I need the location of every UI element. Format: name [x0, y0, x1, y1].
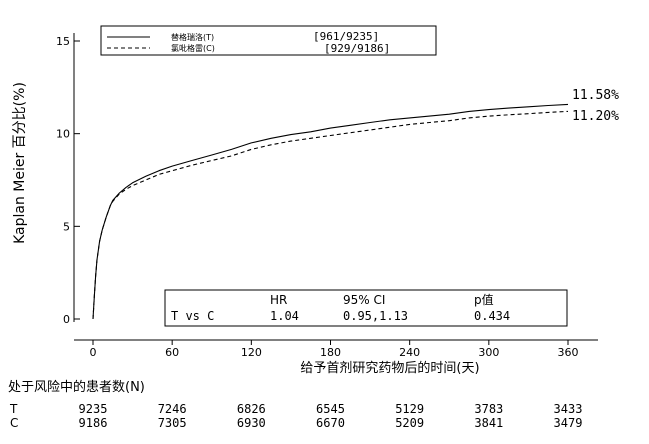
- x-tick-label: 180: [320, 346, 341, 359]
- stats-p-value: 0.434: [474, 309, 510, 323]
- risk-cell: 3479: [554, 416, 583, 430]
- risk-cell: 5129: [395, 402, 424, 416]
- x-tick-label: 120: [241, 346, 262, 359]
- risk-cell: 9186: [79, 416, 108, 430]
- legend-name-t: 替格瑞洛(T): [171, 32, 214, 42]
- risk-cell: 7305: [158, 416, 187, 430]
- risk-table: T 9235 7246 6826 6545 5129 3783 3433 C 9186 7305 69…: [9, 402, 582, 430]
- y-axis-label: Kaplan Meier 百分比(%): [12, 82, 28, 244]
- stats-header-ci: 95% CI: [343, 293, 385, 307]
- legend-count-t: [961/9235]: [313, 30, 379, 43]
- stats-comparison: T vs C: [171, 309, 214, 323]
- x-tick-label: 240: [399, 346, 420, 359]
- x-ticks: 0 60 120 180 240 300 360: [90, 340, 579, 359]
- stats-hr-value: 1.04: [270, 309, 299, 323]
- risk-cell: 6670: [316, 416, 345, 430]
- legend-box: [100, 25, 437, 56]
- risk-cell: 3783: [474, 402, 503, 416]
- risk-table-title: 处于风险中的患者数(N): [8, 379, 145, 395]
- risk-cell: 3433: [554, 402, 583, 416]
- stats-box-border: [164, 289, 568, 327]
- risk-row-label: T: [9, 402, 18, 416]
- x-axis-label: 给予首剂研究药物后的时间(天): [300, 360, 479, 376]
- stats-header-hr: HR: [270, 293, 287, 307]
- legend-count-c: [929/9186]: [324, 42, 390, 55]
- x-tick-label: 360: [558, 346, 579, 359]
- risk-row-label: C: [10, 416, 18, 430]
- legend: 替格瑞洛(T) 氯吡格雷(C) [961/9235] [929/9186]: [100, 25, 437, 56]
- series-end-label-t: 11.58%: [572, 88, 619, 103]
- stats-ci-value: 0.95,1.13: [343, 309, 408, 323]
- series-end-label-c: 11.20%: [572, 109, 619, 124]
- risk-cell: 6545: [316, 402, 345, 416]
- y-tick-label: 15: [56, 35, 70, 48]
- risk-cell: 5209: [395, 416, 424, 430]
- risk-cell: 6826: [237, 402, 266, 416]
- y-tick-label: 0: [63, 313, 70, 326]
- y-ticks: 0 5 10 15: [56, 35, 80, 326]
- risk-cell: 6930: [237, 416, 266, 430]
- x-tick-label: 60: [165, 346, 179, 359]
- risk-cell: 3841: [474, 416, 503, 430]
- x-tick-label: 300: [478, 346, 499, 359]
- risk-cell: 9235: [79, 402, 108, 416]
- y-tick-label: 5: [63, 220, 70, 233]
- stats-header-p: p值: [474, 292, 494, 307]
- x-tick-label: 0: [90, 346, 97, 359]
- stats-box: HR 95% CI p值 T vs C 1.04 0.95,1.13 0.434: [164, 289, 568, 327]
- y-tick-label: 10: [56, 128, 70, 141]
- legend-name-c: 氯吡格雷(C): [171, 43, 215, 53]
- series-lines: [92, 103, 569, 320]
- risk-cell: 7246: [158, 402, 187, 416]
- series-line-c: [92, 110, 569, 320]
- series-line-t: [92, 103, 569, 320]
